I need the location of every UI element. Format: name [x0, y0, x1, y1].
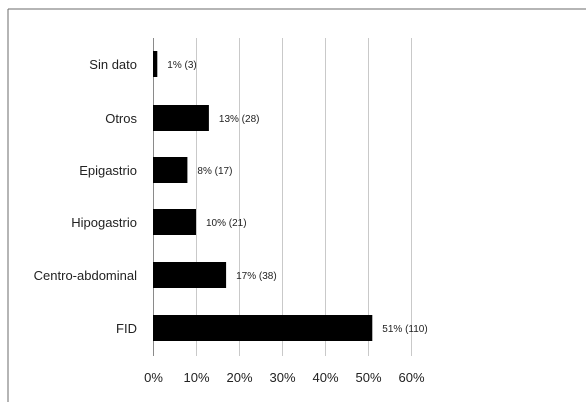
- category-label: FID: [116, 321, 137, 336]
- data-label: 51% (110): [382, 324, 427, 335]
- bar: [153, 262, 227, 288]
- grid-layer: [153, 38, 412, 356]
- data-label: 17% (38): [236, 271, 277, 282]
- bar: [153, 209, 196, 235]
- x-tick-label: 60%: [398, 370, 424, 385]
- x-tick-label: 40%: [312, 370, 338, 385]
- category-label: Centro-abdominal: [34, 268, 137, 283]
- x-tick-label: 30%: [269, 370, 295, 385]
- bar: [153, 51, 158, 77]
- category-label: Otros: [105, 111, 137, 126]
- bar: [153, 105, 209, 131]
- data-label: 10% (21): [206, 218, 247, 229]
- bar: [153, 315, 373, 341]
- category-label: Epigastrio: [79, 163, 137, 178]
- label-layer: 0% 10% 20% 30% 40% 50% 60% Sin dato 1% (3) Otros 1…: [34, 57, 428, 385]
- x-tick-label: 50%: [355, 370, 381, 385]
- x-tick-label: 0%: [144, 370, 163, 385]
- bar-layer: [153, 51, 373, 341]
- data-label: 1% (3): [167, 60, 196, 71]
- x-tick-label: 20%: [226, 370, 252, 385]
- category-label: Hipogastrio: [71, 215, 137, 230]
- bar: [153, 157, 188, 183]
- category-label: Sin dato: [89, 57, 137, 72]
- data-label: 13% (28): [219, 114, 260, 125]
- x-tick-label: 10%: [183, 370, 209, 385]
- data-label: 8% (17): [197, 166, 232, 177]
